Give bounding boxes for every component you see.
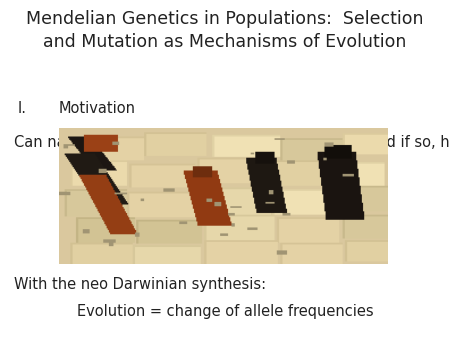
Text: Mendelian Genetics in Populations:  Selection
and Mutation as Mechanisms of Evol: Mendelian Genetics in Populations: Selec… [26,10,424,51]
Text: Motivation: Motivation [58,101,135,116]
Text: I.: I. [18,101,27,116]
Text: Can natural selection change allele frequencies and if so, how quickly???: Can natural selection change allele freq… [14,135,450,150]
Text: With the neo Darwinian synthesis:: With the neo Darwinian synthesis: [14,277,266,292]
Text: Evolution = change of allele frequencies: Evolution = change of allele frequencies [76,304,373,319]
